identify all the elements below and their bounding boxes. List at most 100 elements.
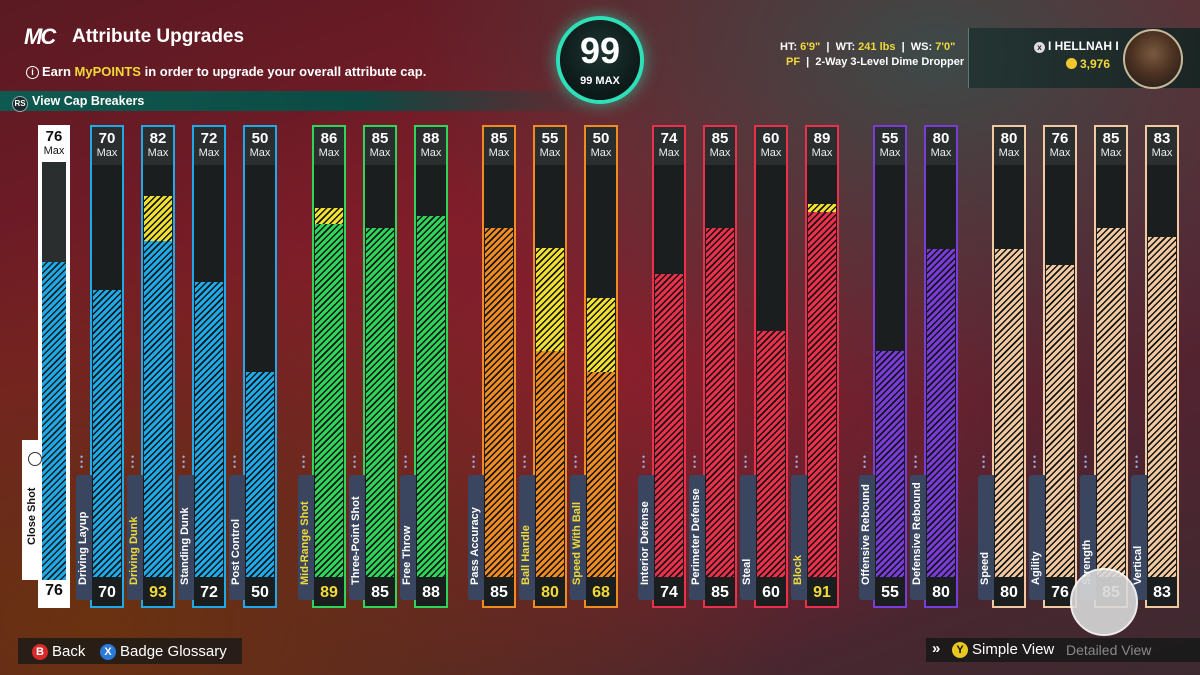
attribute-label-tab xyxy=(76,475,92,600)
attribute-column-post-control[interactable]: 50 Max 50 • • • Post Control xyxy=(229,125,277,608)
attribute-max-label: Max xyxy=(488,147,510,159)
height-value: 6'9" xyxy=(800,41,821,53)
column-header: 50 Max xyxy=(245,127,275,165)
detailed-view-option[interactable]: Detailed View xyxy=(1066,642,1152,658)
attribute-max-label: Max xyxy=(658,147,680,159)
attribute-name: Mid-Range Shot xyxy=(299,501,311,585)
attribute-column-steal[interactable]: 60 Max 60 • • • Steal xyxy=(740,125,788,608)
weight-label: WT: xyxy=(835,41,856,53)
attribute-label-tab xyxy=(127,475,143,600)
mypoints-label: MyPOINTS xyxy=(74,64,141,79)
attribute-name: Driving Dunk xyxy=(128,516,140,585)
attribute-column-defensive-rebound[interactable]: 80 Max 80 • • • Defensive Rebound xyxy=(910,125,958,608)
vc-coin-icon xyxy=(1066,58,1077,69)
drag-dots-icon: • • • xyxy=(574,452,578,472)
attribute-column-driving-dunk[interactable]: 82 Max 93 • • • Driving Dunk xyxy=(127,125,175,608)
close-shot-label-tab xyxy=(22,440,40,580)
attribute-column-offensive-rebound[interactable]: 55 Max 55 • • • Offensive Rebound xyxy=(859,125,907,608)
attribute-name: Standing Dunk xyxy=(179,507,191,585)
badge-glossary-button[interactable]: X Badge Glossary xyxy=(100,643,227,660)
simple-view-button[interactable]: Y Simple View xyxy=(952,641,1054,658)
attribute-label-tab xyxy=(1080,475,1096,600)
attribute-max: 82 xyxy=(149,130,167,147)
attribute-fill xyxy=(876,351,904,577)
attribute-fill xyxy=(1046,265,1074,577)
attribute-value: 91 xyxy=(807,579,837,606)
attribute-max-label: Max xyxy=(760,147,782,159)
lock-icon xyxy=(28,452,42,466)
attribute-fill xyxy=(315,224,343,577)
back-button[interactable]: B Back xyxy=(32,643,85,660)
attribute-max: 72 xyxy=(200,130,218,147)
column-header: 82 Max xyxy=(143,127,173,165)
attribute-name: Offensive Rebound xyxy=(860,484,872,585)
drag-dots-icon: • • • xyxy=(982,452,986,472)
weight-value: 241 lbs xyxy=(858,41,896,53)
attribute-label-tab xyxy=(519,475,535,600)
close-shot-label: Close Shot xyxy=(26,487,38,545)
column-header: 55 Max xyxy=(535,127,565,165)
upgrade-pending-fill xyxy=(144,196,172,241)
attribute-value: 80 xyxy=(994,579,1024,606)
view-toggle-bar xyxy=(926,638,1200,662)
attribute-fill xyxy=(366,228,394,577)
attribute-max-label: Max xyxy=(1100,147,1122,159)
attribute-column-agility[interactable]: 76 Max 76 • • • Agility xyxy=(1029,125,1077,608)
drag-dots-icon: • • • xyxy=(233,452,237,472)
attribute-column-speed[interactable]: 80 Max 80 • • • Speed xyxy=(978,125,1026,608)
x-button-icon: X xyxy=(100,644,116,660)
attribute-name: Perimeter Defense xyxy=(690,488,702,585)
attribute-column-speed-with-ball[interactable]: 50 Max 68 • • • Speed With Ball xyxy=(570,125,618,608)
attribute-column-perimeter-defense[interactable]: 85 Max 85 • • • Perimeter Defense xyxy=(689,125,737,608)
overall-rating-circle xyxy=(560,20,640,100)
column-header: 83 Max xyxy=(1147,127,1177,165)
attribute-max: 50 xyxy=(592,130,610,147)
column-header: 74 Max xyxy=(654,127,684,165)
player-measurements: HT: 6'9" | WT: 241 lbs | WS: 7'0" xyxy=(780,41,956,53)
cap-breakers-label: View Cap Breakers xyxy=(32,94,145,108)
attribute-max-label: Max xyxy=(930,147,952,159)
attribute-max-label: Max xyxy=(709,147,731,159)
attribute-max: 80 xyxy=(1000,130,1018,147)
attribute-column-mid-range-shot[interactable]: 86 Max 89 • • • Mid-Range Shot xyxy=(298,125,346,608)
column-header: 80 Max xyxy=(926,127,956,165)
attribute-value: 85 xyxy=(484,579,514,606)
attribute-fill xyxy=(536,351,564,577)
column-header: 72 Max xyxy=(194,127,224,165)
drag-dots-icon: • • • xyxy=(693,452,697,472)
attribute-column-block[interactable]: 89 Max 91 • • • Block xyxy=(791,125,839,608)
gamertag-text: I HELLNAH I xyxy=(1048,39,1119,53)
attribute-column-ball-handle[interactable]: 55 Max 80 • • • Ball Handle xyxy=(519,125,567,608)
view-arrows-icon: » xyxy=(932,640,941,657)
attribute-name: Speed xyxy=(979,551,991,585)
attribute-column-free-throw[interactable]: 88 Max 88 • • • Free Throw xyxy=(400,125,448,608)
attribute-fill xyxy=(144,241,172,577)
attribute-max: 88 xyxy=(422,130,440,147)
attribute-max-label: Max xyxy=(318,147,340,159)
attribute-label-tab xyxy=(978,475,994,600)
attribute-value: 93 xyxy=(143,579,173,606)
overall-rating: 99 xyxy=(579,30,621,71)
attribute-value: 70 xyxy=(92,579,122,606)
column-header: 70 Max xyxy=(92,127,122,165)
column-header: 88 Max xyxy=(416,127,446,165)
attribute-label-tab xyxy=(349,475,365,600)
column-header: 60 Max xyxy=(756,127,786,165)
view-cap-breakers-button[interactable]: RS View Cap Breakers xyxy=(12,94,144,112)
attribute-label-tab xyxy=(689,475,705,600)
attribute-column-three-point-shot[interactable]: 85 Max 85 • • • Three-Point Shot xyxy=(349,125,397,608)
attribute-fill xyxy=(995,249,1023,577)
mc-logo: MC xyxy=(24,24,56,49)
drag-dots-icon: • • • xyxy=(1135,452,1139,472)
drag-dots-icon: • • • xyxy=(863,452,867,472)
attribute-column-standing-dunk[interactable]: 72 Max 72 • • • Standing Dunk xyxy=(178,125,226,608)
attribute-column-vertical[interactable]: 83 Max 83 • • • Vertical xyxy=(1131,125,1179,608)
attribute-column-pass-accuracy[interactable]: 85 Max 85 • • • Pass Accuracy xyxy=(468,125,516,608)
attribute-value: 80 xyxy=(535,579,565,606)
attribute-column-interior-defense[interactable]: 74 Max 74 • • • Interior Defense xyxy=(638,125,686,608)
attribute-value: 60 xyxy=(756,579,786,606)
attribute-column-driving-layup[interactable]: 70 Max 70 • • • Driving Layup xyxy=(76,125,124,608)
attribute-max-label: Max xyxy=(1151,147,1173,159)
